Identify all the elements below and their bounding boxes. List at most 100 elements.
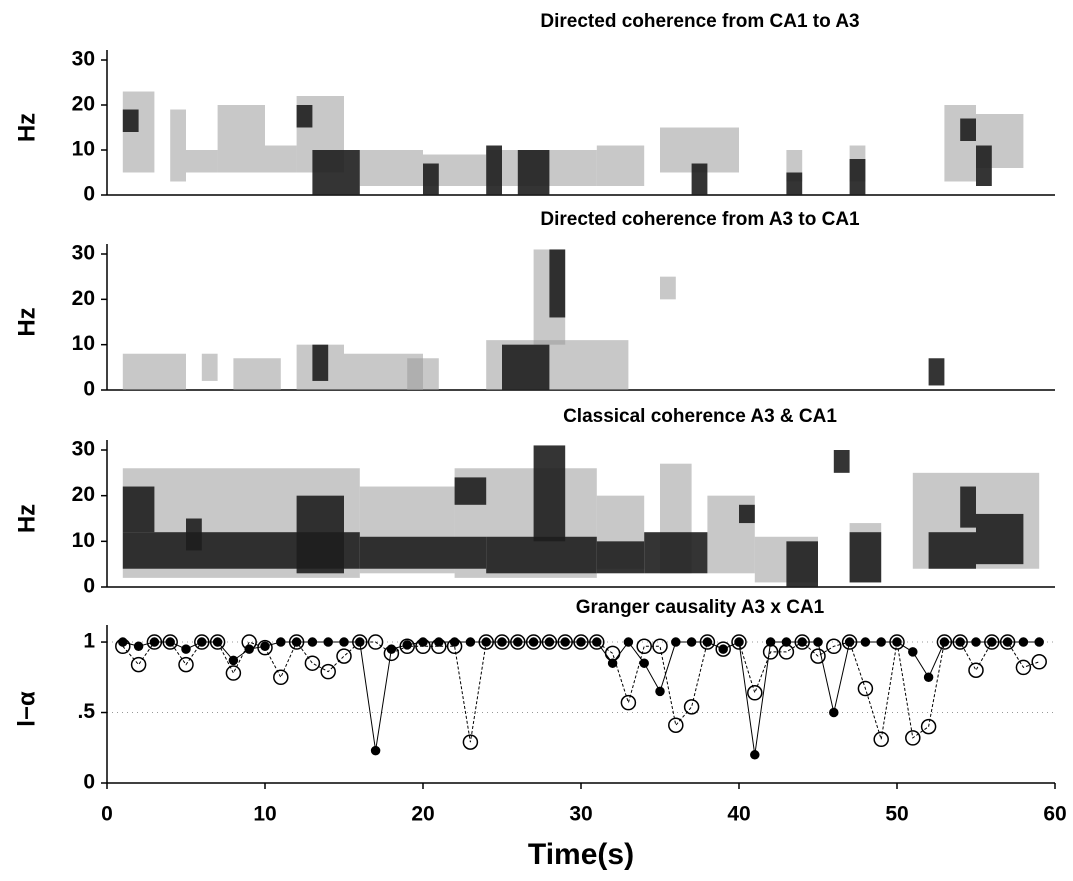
spectral-patch [691,163,708,195]
y-axis-label: Hz [13,113,40,142]
filled-marker [923,672,934,683]
spectral-patch [359,536,487,569]
open-marker [1031,654,1047,670]
filled-marker [355,637,365,647]
filled-marker [987,637,997,647]
open-marker [873,731,889,748]
x-tick-label: 40 [727,803,750,826]
open-marker [794,634,810,650]
spectral-patch [423,163,439,195]
spectral-patch [186,150,218,173]
y-tick-label: 10 [72,332,95,355]
series-line [122,641,1040,755]
open-marker [699,634,716,650]
filled-marker [133,641,144,652]
spectral-patch [976,513,1024,565]
open-marker [652,638,668,655]
spectral-patch [644,532,708,574]
open-marker [288,634,305,650]
open-marker [920,718,937,735]
filled-marker [181,644,191,654]
open-marker [905,730,921,746]
filled-marker [955,637,965,647]
open-marker [162,634,178,650]
y-tick-label: 30 [72,242,95,265]
y-tick-label: 30 [72,48,95,71]
x-tick-label: 0 [101,803,113,826]
open-marker [494,634,510,650]
open-marker [683,699,700,715]
filled-marker [402,640,412,650]
filled-marker [781,637,792,647]
open-marker [810,648,826,664]
spectral-patch [312,150,360,195]
open-marker [589,634,605,650]
spectral-patch [960,486,976,528]
panel-title: Classical coherence A3 & CA1 [563,406,837,427]
filled-marker [939,637,950,647]
open-marker [462,734,479,750]
spectral-patch [233,358,281,390]
spectral-patch [786,172,803,195]
filled-marker [276,637,286,647]
open-marker [352,634,368,650]
open-marker [478,634,494,650]
spectral-patch [739,504,755,524]
y-axis-label: Hz [13,307,40,336]
filled-marker [528,637,539,647]
filled-marker [892,637,902,647]
panel-title: Directed coherence from CA1 to A3 [540,11,859,32]
filled-marker [655,686,665,697]
spectral-patch [928,358,945,386]
filled-marker [592,637,602,647]
open-marker [178,656,194,673]
spectral-patch [849,159,866,195]
open-marker [257,639,273,656]
filled-marker [197,637,207,647]
x-tick-label: 20 [411,803,434,826]
filled-marker [307,637,318,647]
open-marker [273,669,289,686]
open-marker [130,656,147,673]
filled-marker [291,637,302,647]
filled-marker [497,637,507,647]
panel-title: Directed coherence from A3 to CA1 [540,209,860,230]
spectral-patch [944,105,976,182]
spectral-patch [454,477,487,505]
x-tick-label: 30 [569,803,592,826]
filled-marker [1002,637,1013,647]
y-tick-label: 0 [83,771,95,794]
y-tick-label: 1 [83,630,95,653]
open-marker [209,634,226,650]
filled-marker [165,637,175,647]
filled-marker [797,637,807,647]
filled-marker [1034,637,1044,647]
open-marker [1015,659,1032,676]
filled-marker [513,637,523,647]
filled-marker [750,750,760,760]
spectral-patch [407,358,439,390]
y-tick-label: 0 [83,378,95,401]
open-marker [889,634,905,650]
filled-marker [260,641,270,652]
series-line [122,641,1040,743]
open-marker [336,648,352,664]
filled-marker [323,637,333,647]
filled-marker [829,707,839,718]
open-marker [320,663,336,680]
filled-marker [623,637,634,647]
filled-marker [876,637,886,647]
spectral-patch [312,344,329,381]
open-marker [367,634,384,650]
open-marker [383,645,400,662]
y-tick-label: 30 [72,438,95,461]
filled-marker [844,637,855,647]
spectral-patch [976,145,992,186]
open-marker [936,634,953,650]
open-marker [857,680,874,697]
filled-marker [718,644,728,654]
filled-marker [671,637,681,647]
open-marker [762,644,779,660]
y-tick-label: 10 [72,138,95,161]
y-tick-label: 0 [83,183,95,206]
